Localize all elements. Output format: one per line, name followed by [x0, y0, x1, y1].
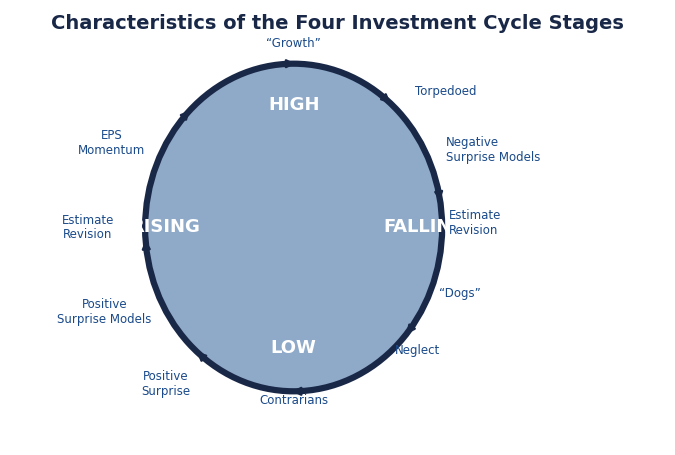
Text: “Growth”: “Growth”	[266, 37, 321, 50]
Text: Negative
Surprise Models: Negative Surprise Models	[446, 136, 540, 164]
Text: FALLING: FALLING	[383, 218, 467, 237]
Text: Positive
Surprise: Positive Surprise	[141, 370, 190, 399]
Text: Characteristics of the Four Investment Cycle Stages: Characteristics of the Four Investment C…	[51, 14, 624, 33]
Text: EPS
Momentum: EPS Momentum	[78, 129, 145, 157]
Text: RISING: RISING	[130, 218, 200, 237]
Text: Contrarians: Contrarians	[259, 394, 328, 407]
Text: Estimate
Revision: Estimate Revision	[449, 209, 502, 237]
Text: “Dogs”: “Dogs”	[439, 287, 481, 300]
Text: HIGH: HIGH	[268, 96, 319, 114]
Text: LOW: LOW	[271, 339, 317, 357]
Text: Positive
Surprise Models: Positive Surprise Models	[57, 298, 152, 326]
Ellipse shape	[145, 64, 442, 391]
Text: Neglect: Neglect	[395, 344, 440, 357]
Text: Torpedoed: Torpedoed	[415, 85, 477, 97]
Text: Estimate
Revision: Estimate Revision	[61, 213, 114, 242]
